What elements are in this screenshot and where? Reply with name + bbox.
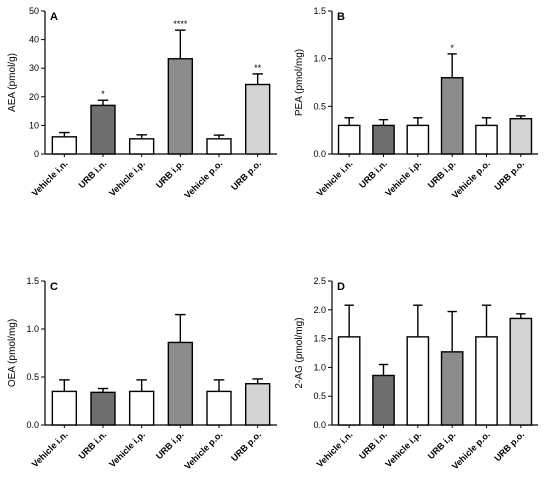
significance-urb-ip: *: [450, 43, 454, 53]
y-tick-label: 0.0: [313, 420, 326, 430]
y-axis-label: 2-AG (pmol/mg): [294, 317, 305, 388]
bar-vehicle-ip: [128, 138, 155, 155]
category-label-urb-po: URB p.o.: [492, 429, 526, 463]
category-label-vehicle-in: Vehicle i.n.: [30, 429, 70, 469]
significance-urb-po: **: [254, 63, 262, 73]
panel-a: 0 10 20 30 40 50 AEA (pmol/g) A Vehicle i.n. * URB…: [7, 6, 277, 200]
category-label-urb-ip: URB i.p.: [426, 429, 458, 461]
y-tick-label: 1.0: [313, 54, 326, 64]
category-label-urb-in: URB i.n.: [77, 158, 109, 190]
bar-vehicle-po: [206, 138, 232, 155]
y-axis-label: PEA (pmol/mg): [294, 49, 305, 116]
category-label-vehicle-ip: Vehicle i.p.: [107, 429, 147, 469]
y-tick-label: 1.5: [313, 6, 326, 16]
category-label-urb-ip: URB i.p.: [426, 158, 458, 190]
category-label-vehicle-in: Vehicle i.n.: [30, 158, 70, 198]
category-label-urb-po: URB p.o.: [229, 158, 263, 192]
bar-urb-po: [509, 118, 533, 155]
bar-vehicle-ip: [406, 336, 430, 426]
significance-urb-in: *: [101, 89, 105, 99]
bar-urb-ip: [167, 58, 194, 155]
panel-letter: D: [337, 281, 345, 293]
y-tick-label: 50: [29, 6, 39, 16]
category-label-vehicle-ip: Vehicle i.p.: [107, 158, 147, 198]
y-tick-label: 2.5: [313, 276, 326, 286]
bar-vehicle-in: [51, 136, 78, 155]
bar-vehicle-po: [206, 390, 232, 426]
y-axis-label: AEA (pmol/g): [7, 53, 18, 112]
panel-letter: C: [50, 281, 58, 293]
category-label-vehicle-in: Vehicle i.n.: [315, 158, 355, 198]
bar-urb-in: [372, 124, 395, 155]
y-tick-label: 40: [29, 35, 39, 45]
panel-d: 0.0 0.5 1.0 1.5 2.0 2.5 2-AG (pmol/mg) D Vehicle…: [294, 276, 538, 471]
bar-urb-in: [90, 391, 116, 426]
y-tick-label: 30: [29, 63, 39, 73]
bar-urb-ip: [440, 351, 464, 426]
y-tick-label: 0.0: [26, 420, 39, 430]
bar-vehicle-in: [337, 124, 361, 155]
category-label-urb-in: URB i.n.: [77, 429, 109, 461]
bar-urb-po: [244, 83, 271, 155]
y-tick-label: 0.5: [313, 101, 326, 111]
category-label-vehicle-po: Vehicle p.o.: [182, 429, 224, 471]
y-tick-label: 10: [29, 120, 39, 130]
bar-urb-po: [509, 317, 533, 426]
y-tick-label: 0: [34, 149, 39, 159]
bar-urb-po: [244, 383, 271, 426]
category-label-urb-po: URB p.o.: [229, 429, 263, 463]
y-tick-label: 20: [29, 92, 39, 102]
y-tick-label: 0.5: [26, 372, 39, 382]
bar-vehicle-po: [475, 124, 498, 155]
bar-urb-in: [90, 104, 116, 155]
y-tick-label: 1.5: [26, 276, 39, 286]
y-tick-label: 0.0: [313, 149, 326, 159]
y-tick-label: 1.0: [26, 324, 39, 334]
category-label-vehicle-po: Vehicle p.o.: [182, 158, 224, 200]
category-label-urb-in: URB i.n.: [357, 429, 389, 461]
category-label-vehicle-ip: Vehicle i.p.: [383, 429, 423, 469]
y-tick-label: 2.0: [313, 305, 326, 315]
category-label-vehicle-ip: Vehicle i.p.: [383, 158, 423, 198]
category-label-urb-ip: URB i.p.: [154, 158, 186, 190]
bar-urb-in: [372, 374, 395, 426]
bar-vehicle-ip: [406, 124, 430, 155]
y-tick-label: 1.0: [313, 362, 326, 372]
category-label-vehicle-in: Vehicle i.n.: [315, 429, 355, 469]
panel-letter: B: [337, 11, 345, 23]
panel-letter: A: [50, 11, 58, 23]
bar-vehicle-in: [337, 336, 361, 426]
bar-vehicle-in: [51, 390, 78, 426]
category-label-urb-in: URB i.n.: [357, 158, 389, 190]
bar-vehicle-po: [475, 336, 498, 426]
bar-urb-ip: [167, 341, 194, 426]
y-axis-label: OEA (pmol/mg): [7, 319, 18, 387]
category-label-urb-po: URB p.o.: [492, 158, 526, 192]
bar-vehicle-ip: [128, 390, 155, 426]
bar-urb-ip: [440, 77, 464, 155]
significance-urb-ip: ****: [173, 19, 188, 29]
category-label-urb-ip: URB i.p.: [154, 429, 186, 461]
y-tick-label: 0.5: [313, 391, 326, 401]
y-tick-label: 1.5: [313, 334, 326, 344]
